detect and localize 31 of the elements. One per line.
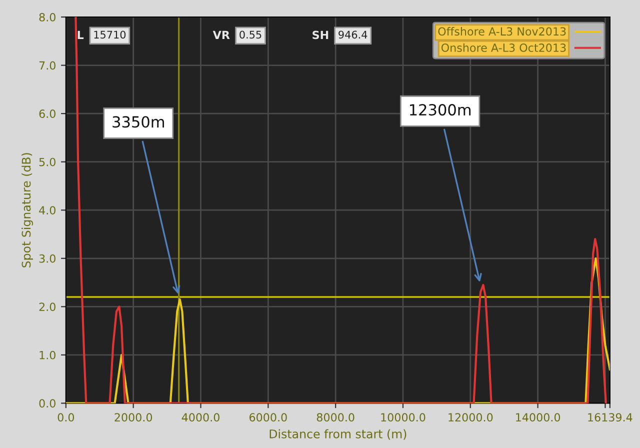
legend-label: Onshore A-L3 Oct2013 [441,43,566,52]
line-series [74,17,607,404]
y-tick-label: 1.0 [40,350,56,360]
y-tick-label: 8.0 [39,13,56,22]
legend-label: Offshore A-L3 Nov2013 [438,27,566,36]
y-tick-label: 7.0 [39,61,56,70]
y-tick-label: 0.0 [39,399,56,408]
x-tick-label: 10000.0 [381,413,426,422]
x-tick-label: 14000.0 [516,413,560,422]
x-tick-label: 0.0 [58,413,74,422]
annotation: L [78,30,84,39]
x-tick-label: 16139.4 [588,413,632,422]
y-axis-title: Spot Signature (dB) [22,153,33,268]
x-tick-label: 6000.0 [249,413,287,422]
annotation: 15710 [94,30,126,39]
annotation: 3350m [112,116,164,128]
annotation: 0.55 [240,30,262,39]
annotation: 12300m [410,104,471,116]
x-axis-title: Distance from start (m) [270,429,406,440]
x-tick-label: 4000.0 [182,413,220,422]
y-tick-label: 3.0 [39,254,56,263]
x-tick-label: 2000.0 [114,413,152,422]
x-tick-label: 12000.0 [448,413,493,422]
y-tick-label: 5.0 [39,158,56,166]
annotation: 946.4 [338,30,368,39]
x-tick-label: 8000.0 [316,413,354,422]
y-tick-label: 4.0 [39,206,56,214]
y-tick-label: 2.0 [39,302,56,312]
annotation: VR [212,30,230,39]
annotation: SH [312,30,328,40]
y-tick-label: 6.0 [39,110,56,118]
